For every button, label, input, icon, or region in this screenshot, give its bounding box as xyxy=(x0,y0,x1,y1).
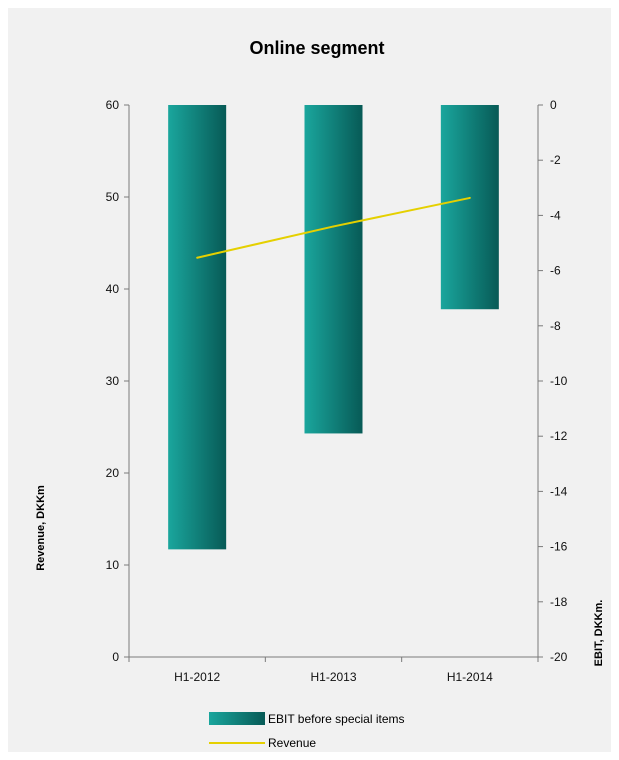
revenue-point-H1-2012 xyxy=(196,256,199,259)
left-tick-label: 30 xyxy=(106,374,120,388)
left-tick-label: 20 xyxy=(106,466,120,480)
ebit-bar-H1-2013 xyxy=(304,105,363,434)
revenue-point-H1-2014 xyxy=(468,196,471,199)
right-tick-label: -14 xyxy=(550,484,568,498)
right-tick-label: -18 xyxy=(550,595,568,609)
right-tick-label: -20 xyxy=(550,650,568,664)
left-tick-label: 0 xyxy=(112,650,119,664)
chart-title: Online segment xyxy=(249,38,384,58)
right-tick-label: -4 xyxy=(550,208,561,222)
chart-svg: Online segment 0 10 20 30 40 50 60 0 -2 -4 -6 -8 -10… xyxy=(35,38,605,750)
revenue-point-H1-2013 xyxy=(332,225,335,228)
right-tick-label: 0 xyxy=(550,98,557,112)
legend-label-ebit: EBIT before special items xyxy=(268,712,405,726)
legend-swatch-ebit xyxy=(209,712,265,725)
x-tick-label: H1-2013 xyxy=(310,670,356,684)
legend-label-revenue: Revenue xyxy=(268,736,316,750)
right-tick-label: -12 xyxy=(550,429,568,443)
right-tick-label: -2 xyxy=(550,153,561,167)
ebit-bar-H1-2012 xyxy=(168,105,227,550)
ebit-bar-H1-2014 xyxy=(440,105,499,310)
left-axis-title: Revenue, DKKm xyxy=(35,485,47,571)
right-tick-label: -16 xyxy=(550,540,568,554)
left-tick-label: 60 xyxy=(106,98,120,112)
left-tick-label: 50 xyxy=(106,190,120,204)
right-axis-title: EBIT, DKKm. xyxy=(593,600,605,667)
right-tick-label: -8 xyxy=(550,319,561,333)
right-tick-label: -6 xyxy=(550,264,561,278)
left-tick-label: 10 xyxy=(106,558,120,572)
left-tick-label: 40 xyxy=(106,282,120,296)
x-tick-label: H1-2014 xyxy=(447,670,493,684)
right-tick-label: -10 xyxy=(550,374,568,388)
chart-panel: Online segment 0 10 20 30 40 50 60 0 -2 -4 -6 -8 -10… xyxy=(8,8,611,752)
x-tick-label: H1-2012 xyxy=(174,670,220,684)
